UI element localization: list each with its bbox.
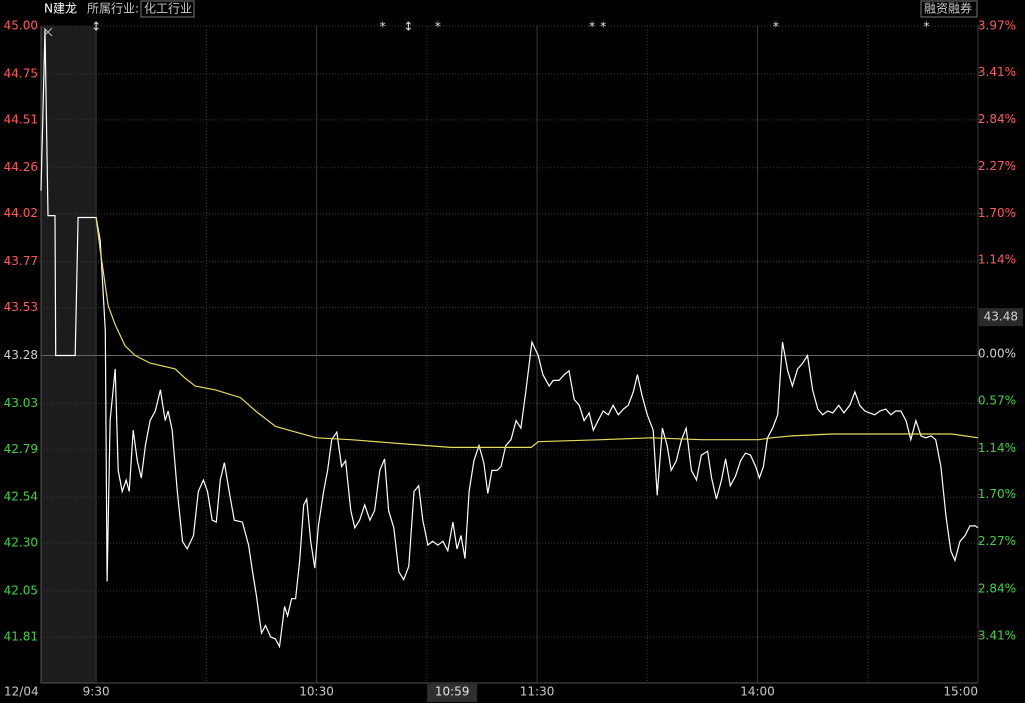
y-tick-label: 44.02 (4, 206, 38, 220)
price-line (95, 217, 979, 448)
price-marker-box (979, 308, 1023, 327)
y-tick-label: 43.03 (4, 396, 38, 410)
cursor-box (427, 684, 478, 702)
y-tick-label: 45.00 (4, 19, 38, 33)
date-label: 12/04 (4, 685, 39, 699)
price-line (40, 29, 979, 649)
annotation: * (589, 20, 595, 34)
y2-tick-label: 2.27% (978, 534, 1016, 548)
x-tick-label: 15:00 (943, 685, 978, 699)
y2-tick-label: 1.70% (978, 487, 1016, 501)
y-tick-label: 44.26 (4, 160, 38, 174)
cursor-label: 10:59 (435, 685, 470, 699)
y2-tick-label: 2.84% (978, 581, 1016, 595)
y-tick-label: 43.53 (4, 300, 38, 314)
y-tick-label: 42.79 (4, 442, 38, 456)
annotation: * (773, 20, 779, 34)
industry-box[interactable] (140, 0, 195, 18)
x-tick-label: 9:30 (83, 685, 110, 699)
y2-tick-label: 1.14% (978, 252, 1016, 266)
y2-tick-label: 2.27% (978, 159, 1016, 173)
premarket-area (41, 26, 97, 683)
y2-tick-label: 3.41% (978, 65, 1016, 79)
x-tick-label: 11:30 (520, 685, 555, 699)
y2-tick-label: 2.84% (978, 112, 1016, 126)
y2-tick-label: 1.14% (978, 441, 1016, 455)
y2-tick-label: 1.70% (978, 206, 1016, 220)
y-tick-label: 41.81 (4, 630, 38, 644)
y-tick-label: 42.30 (4, 536, 38, 550)
x-tick-label: 10:30 (299, 685, 334, 699)
stock-name: N建龙 (44, 2, 77, 16)
industry[interactable]: 化工行业 (144, 2, 192, 16)
open-marker (43, 27, 53, 37)
annotation: ↕ (91, 20, 101, 34)
margin-box[interactable] (920, 0, 978, 18)
y-tick-label: 44.75 (4, 66, 38, 80)
y-tick-label: 42.54 (4, 490, 38, 504)
annotation: ↕ (403, 20, 413, 34)
y2-tick-label: 0.00% (978, 347, 1016, 361)
price-marker-label: 43.48 (984, 310, 1018, 324)
y-tick-label: 43.77 (4, 254, 38, 268)
y2-tick-label: 0.57% (978, 394, 1016, 408)
y2-tick-label: 3.41% (978, 628, 1016, 642)
margin-tag[interactable]: 融资融券 (924, 1, 972, 16)
y-tick-label: 42.05 (4, 584, 38, 598)
y2-tick-label: 3.97% (978, 19, 1016, 33)
annotation: * (380, 20, 386, 34)
y-tick-label: 44.51 (4, 112, 38, 126)
industry-label: 所属行业: (87, 2, 139, 16)
y-tick-label: 43.28 (4, 348, 38, 362)
annotation: * (435, 20, 441, 34)
annotation: * (924, 20, 930, 34)
x-tick-label: 14:00 (740, 685, 775, 699)
annotation: * (600, 20, 606, 34)
